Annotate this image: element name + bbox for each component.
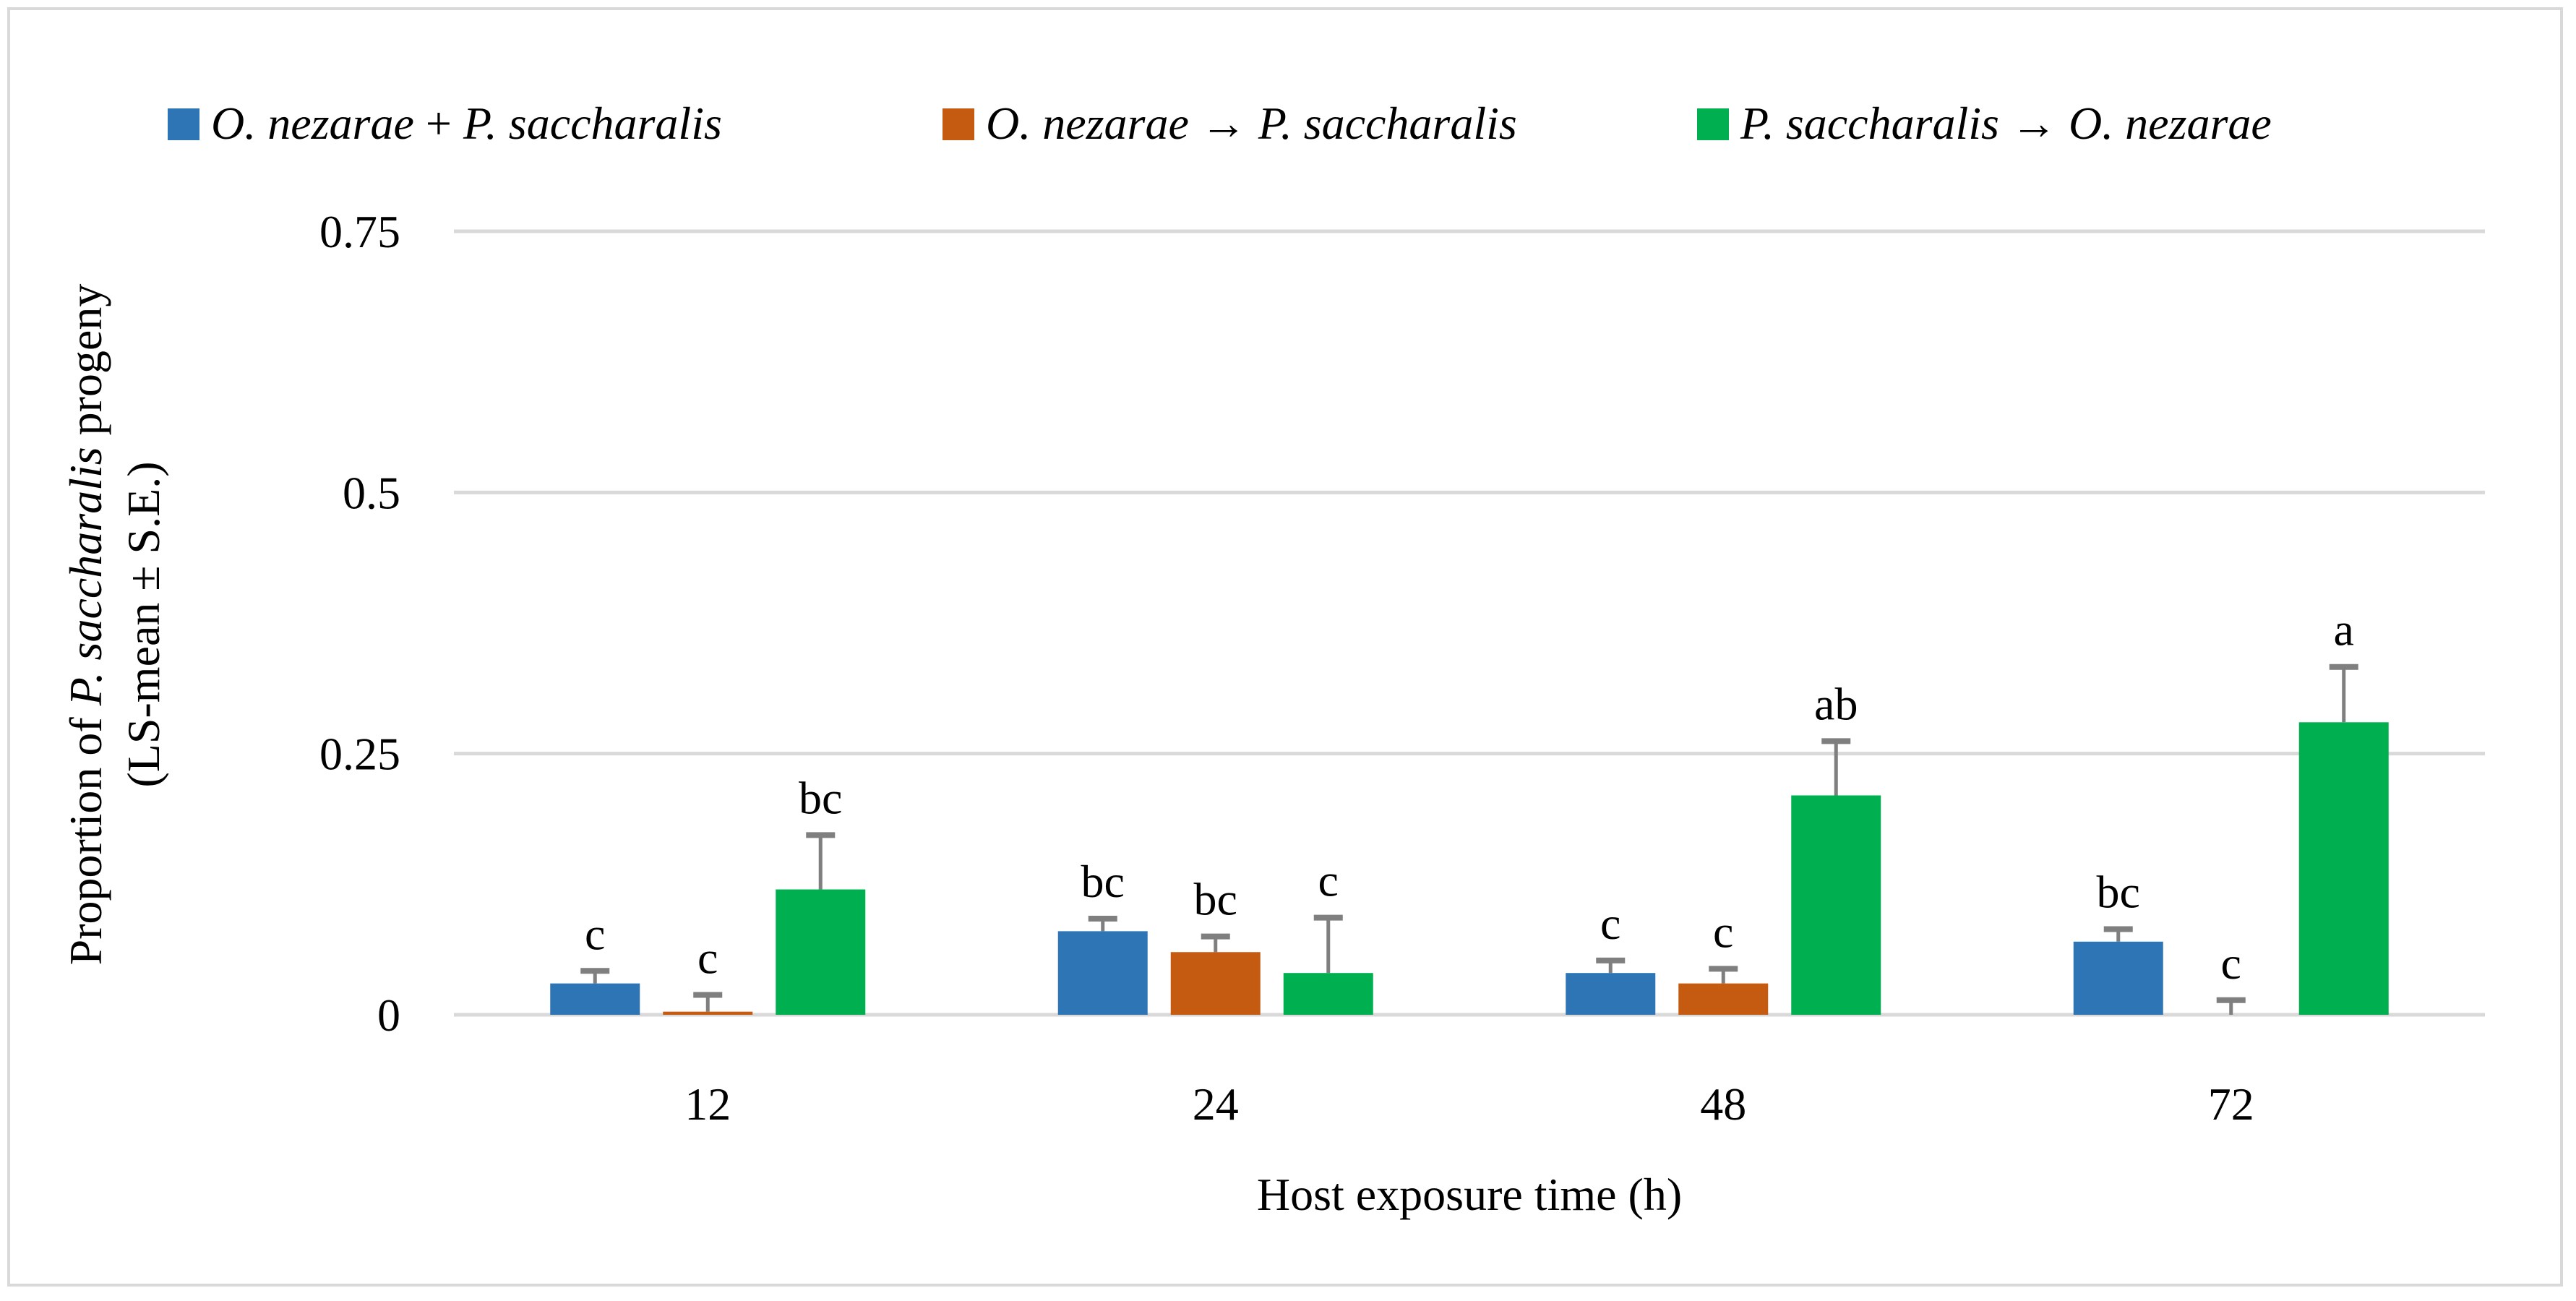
legend-swatch: [168, 108, 199, 140]
significance-letter: bc: [1081, 856, 1125, 907]
bar: [2073, 941, 2163, 1015]
bar: [2298, 722, 2389, 1015]
legend-entry: O. nezarae → P. saccharalis: [986, 98, 1517, 149]
x-axis-ticks: 12 24 48 72: [684, 1078, 2254, 1130]
y-title-suffix: progeny: [60, 284, 111, 447]
significance-letter: ab: [1814, 678, 1858, 729]
bar: [776, 889, 866, 1015]
significance-letter: c: [2221, 937, 2241, 989]
x-tick-label: 24: [1193, 1078, 1239, 1130]
significance-letter: c: [1318, 855, 1339, 906]
legend: O. nezarae + P. saccharalis O. nezarae → …: [168, 98, 2272, 149]
chart-frame: O. nezarae + P. saccharalis O. nezarae → …: [7, 7, 2563, 1287]
x-axis-title: Host exposure time (h): [1257, 1169, 1682, 1220]
bar: [1791, 795, 1881, 1015]
bar: [1057, 931, 1148, 1015]
legend-entry: P. saccharalis → O. nezarae: [1740, 98, 2272, 149]
significance-letter: c: [585, 908, 605, 959]
y-axis-title-line1: Proportion of P. saccharalis progeny: [60, 284, 111, 966]
bar: [550, 983, 640, 1015]
y-axis-title-line2: (LS-mean ± S.E.): [118, 461, 169, 787]
bar: [663, 1011, 753, 1015]
bar: [1170, 952, 1261, 1015]
significance-letter: bc: [1194, 874, 1237, 925]
significance-letter: bc: [2097, 866, 2140, 917]
significance-letter: bc: [799, 772, 842, 823]
bar: [1678, 983, 1769, 1015]
y-title-prefix: Proportion of: [60, 705, 111, 965]
significance-letter: c: [1600, 898, 1620, 949]
y-tick-label: 0.25: [319, 729, 400, 780]
legend-swatch: [943, 108, 974, 140]
legend-swatch: [1697, 108, 1729, 140]
y-tick-label: 0.5: [343, 467, 400, 518]
y-title-species: P. saccharalis: [60, 447, 111, 706]
y-axis-ticks: 0 0.25 0.5 0.75: [319, 206, 400, 1041]
bar: [1283, 973, 1373, 1015]
legend-entry: O. nezarae + P. saccharalis: [211, 98, 722, 149]
bars: [550, 722, 2389, 1015]
error-bars: [580, 664, 2358, 1015]
bar: [1566, 973, 1656, 1015]
bar-chart: O. nezarae + P. saccharalis O. nezarae → …: [60, 98, 2485, 1220]
significance-letter: c: [697, 932, 718, 984]
gridlines: [454, 229, 2485, 1017]
significance-letters: c c bc bc bc c c c ab bc c a: [585, 604, 2354, 989]
x-tick-label: 12: [684, 1078, 731, 1130]
y-tick-label: 0: [377, 989, 400, 1041]
significance-letter: c: [1713, 906, 1733, 957]
x-tick-label: 48: [1700, 1078, 1746, 1130]
y-tick-label: 0.75: [319, 206, 400, 257]
x-tick-label: 72: [2208, 1078, 2254, 1130]
significance-letter: a: [2334, 604, 2354, 656]
